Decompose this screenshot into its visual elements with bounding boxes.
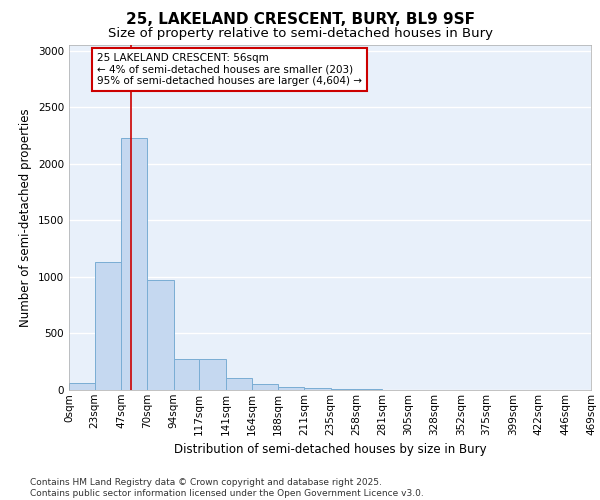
- Bar: [278, 386, 304, 390]
- Bar: [199, 360, 226, 390]
- Bar: [226, 378, 251, 390]
- Bar: [173, 360, 199, 390]
- Bar: [121, 138, 147, 390]
- Text: Contains HM Land Registry data © Crown copyright and database right 2025.
Contai: Contains HM Land Registry data © Crown c…: [30, 478, 424, 498]
- Text: Size of property relative to semi-detached houses in Bury: Size of property relative to semi-detach…: [107, 28, 493, 40]
- Bar: [304, 388, 331, 390]
- X-axis label: Distribution of semi-detached houses by size in Bury: Distribution of semi-detached houses by …: [173, 443, 487, 456]
- Y-axis label: Number of semi-detached properties: Number of semi-detached properties: [19, 108, 32, 327]
- Text: 25, LAKELAND CRESCENT, BURY, BL9 9SF: 25, LAKELAND CRESCENT, BURY, BL9 9SF: [125, 12, 475, 28]
- Bar: [147, 280, 173, 390]
- Bar: [251, 384, 278, 390]
- Bar: [69, 382, 95, 390]
- Bar: [95, 262, 121, 390]
- Text: 25 LAKELAND CRESCENT: 56sqm
← 4% of semi-detached houses are smaller (203)
95% o: 25 LAKELAND CRESCENT: 56sqm ← 4% of semi…: [97, 53, 362, 86]
